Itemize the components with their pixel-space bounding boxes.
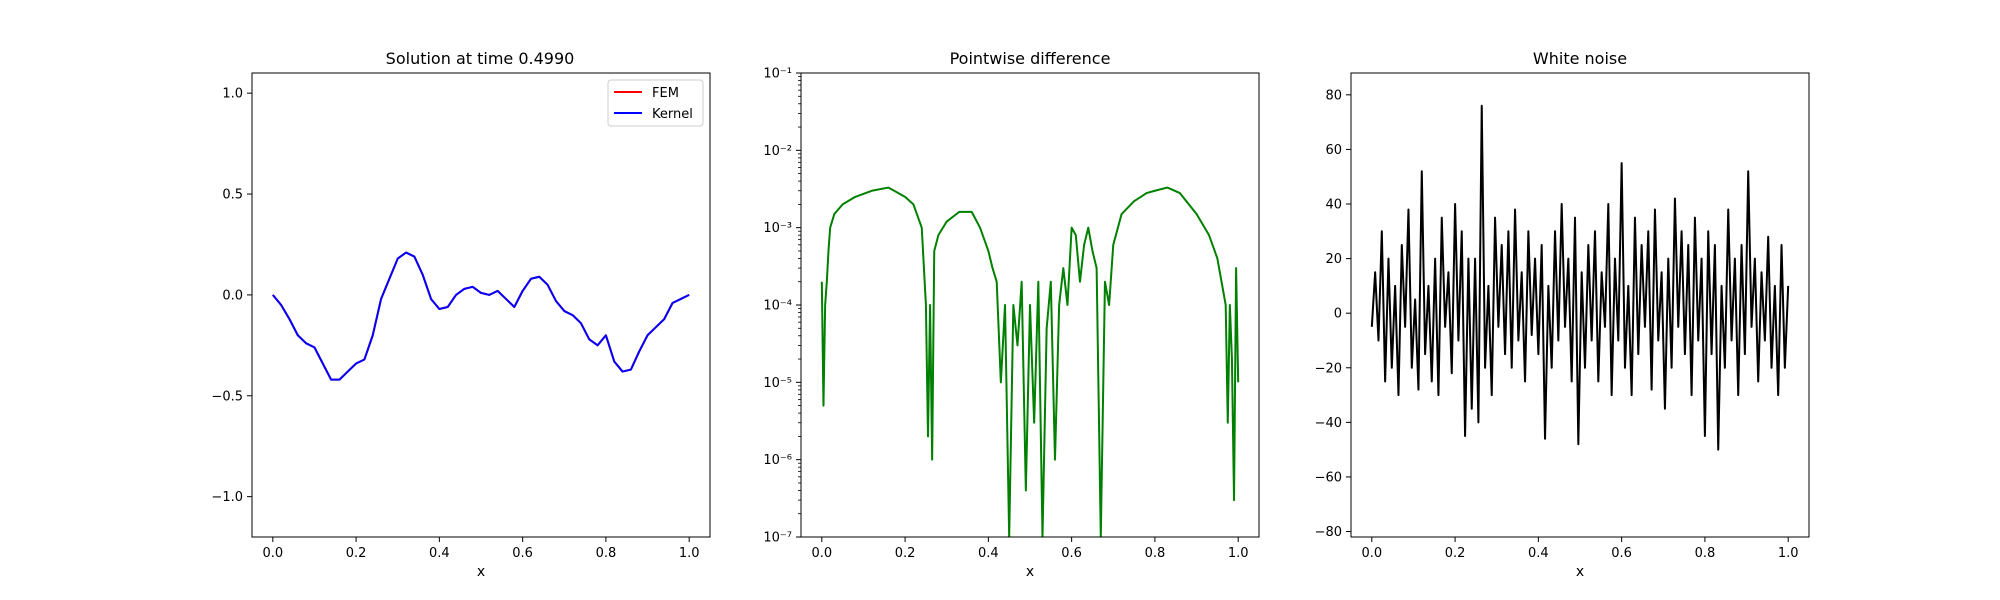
x-axis-label: x <box>1026 564 1034 580</box>
axes-frame <box>1350 72 1810 538</box>
y-tick-label: 0 <box>1334 307 1342 322</box>
y-tick-label: 10⁻² <box>763 144 792 159</box>
x-tick-label: 0.6 <box>1611 546 1632 561</box>
panel-pointwise-difference: Pointwise difference 0.0 0.2 0.4 0.6 0.8 1.0 1… <box>763 49 1260 580</box>
y-tick-label: 10⁻⁶ <box>763 453 792 468</box>
x-tick-label: 0.6 <box>1061 546 1082 561</box>
x-tick-label: 0.4 <box>978 546 999 561</box>
x-tick-label: 1.0 <box>1228 546 1249 561</box>
y-tick-label: 10⁻¹ <box>763 67 792 82</box>
y-tick-label: −80 <box>1315 525 1342 540</box>
x-axis-label: x <box>477 564 485 580</box>
axes-frame <box>800 72 1260 538</box>
y-tick-label: 80 <box>1325 88 1342 103</box>
x-tick-label: 0.0 <box>262 546 283 561</box>
y-tick-label: 40 <box>1325 198 1342 213</box>
chart-title: White noise <box>1533 49 1627 68</box>
series-layer <box>820 186 1240 537</box>
chart-title: Pointwise difference <box>950 49 1111 68</box>
plot-area: 0.0 0.2 0.4 0.6 0.8 1.0 −1.0 −0.5 0.0 0.5 1.0 <box>211 72 711 561</box>
y-tick-label: 10⁻⁷ <box>763 531 792 546</box>
y-tick-label: 0.5 <box>222 188 243 203</box>
y-tick-label: 20 <box>1325 252 1342 267</box>
y-tick-label: 10⁻⁴ <box>763 299 792 314</box>
series-layer <box>1370 104 1790 451</box>
x-tick-label: 0.2 <box>346 546 367 561</box>
x-tick-label: 0.4 <box>1528 546 1549 561</box>
legend: FEM Kernel <box>607 79 704 127</box>
y-tick-label: 10⁻⁵ <box>763 376 792 391</box>
x-tick-label: 0.2 <box>895 546 916 561</box>
y-tick-label: −20 <box>1315 361 1342 376</box>
x-tick-label: 0.0 <box>811 546 832 561</box>
series-line-3 <box>1370 104 1790 451</box>
series-line-kernel <box>272 251 690 381</box>
x-tick-label: 1.0 <box>679 546 700 561</box>
plot-area: 0.0 0.2 0.4 0.6 0.8 1.0 10⁻⁷ 10⁻⁶ 10⁻⁵ 10⁻⁴ 10⁻³ 10… <box>763 67 1260 561</box>
chart-title: Solution at time 0.4990 <box>386 49 575 68</box>
x-tick-label: 0.8 <box>596 546 617 561</box>
series-layer <box>272 251 690 381</box>
x-tick-label: 1.0 <box>1778 546 1799 561</box>
y-tick-label: −40 <box>1315 416 1342 431</box>
x-tick-label: 0.6 <box>512 546 533 561</box>
panel-solution: Solution at time 0.4990 0.0 0.2 0.4 0.6 0.8 1… <box>211 49 711 580</box>
legend-label-fem: FEM <box>652 86 679 101</box>
x-tick-label: 0.4 <box>429 546 450 561</box>
y-tick-label: 0.0 <box>222 288 243 303</box>
series-line-2 <box>820 186 1240 537</box>
ticks: 0.0 0.2 0.4 0.6 0.8 1.0 −80 −60 −40 −20 0 20 40 60 80 <box>1315 88 1799 561</box>
y-tick-label: −1.0 <box>211 490 243 505</box>
y-tick-label: −0.5 <box>211 389 243 404</box>
y-tick-label: 10⁻³ <box>763 221 792 236</box>
x-tick-label: 0.8 <box>1695 546 1716 561</box>
y-tick-label: 1.0 <box>222 87 243 102</box>
plot-area: 0.0 0.2 0.4 0.6 0.8 1.0 −80 −60 −40 −20 0 20 40 60 80 <box>1315 72 1810 561</box>
x-tick-label: 0.0 <box>1361 546 1382 561</box>
panel-white-noise: White noise 0.0 0.2 0.4 0.6 0.8 1.0 −80 −60 −40 −… <box>1315 49 1810 580</box>
legend-label-kernel: Kernel <box>652 107 693 122</box>
ticks: 0.0 0.2 0.4 0.6 0.8 1.0 −1.0 −0.5 0.0 0.5 1.0 <box>211 87 699 561</box>
y-tick-label: 60 <box>1325 143 1342 158</box>
x-axis-label: x <box>1576 564 1584 580</box>
x-tick-label: 0.8 <box>1145 546 1166 561</box>
y-tick-label: −60 <box>1315 470 1342 485</box>
axes-frame <box>251 72 711 538</box>
x-tick-label: 0.2 <box>1445 546 1466 561</box>
